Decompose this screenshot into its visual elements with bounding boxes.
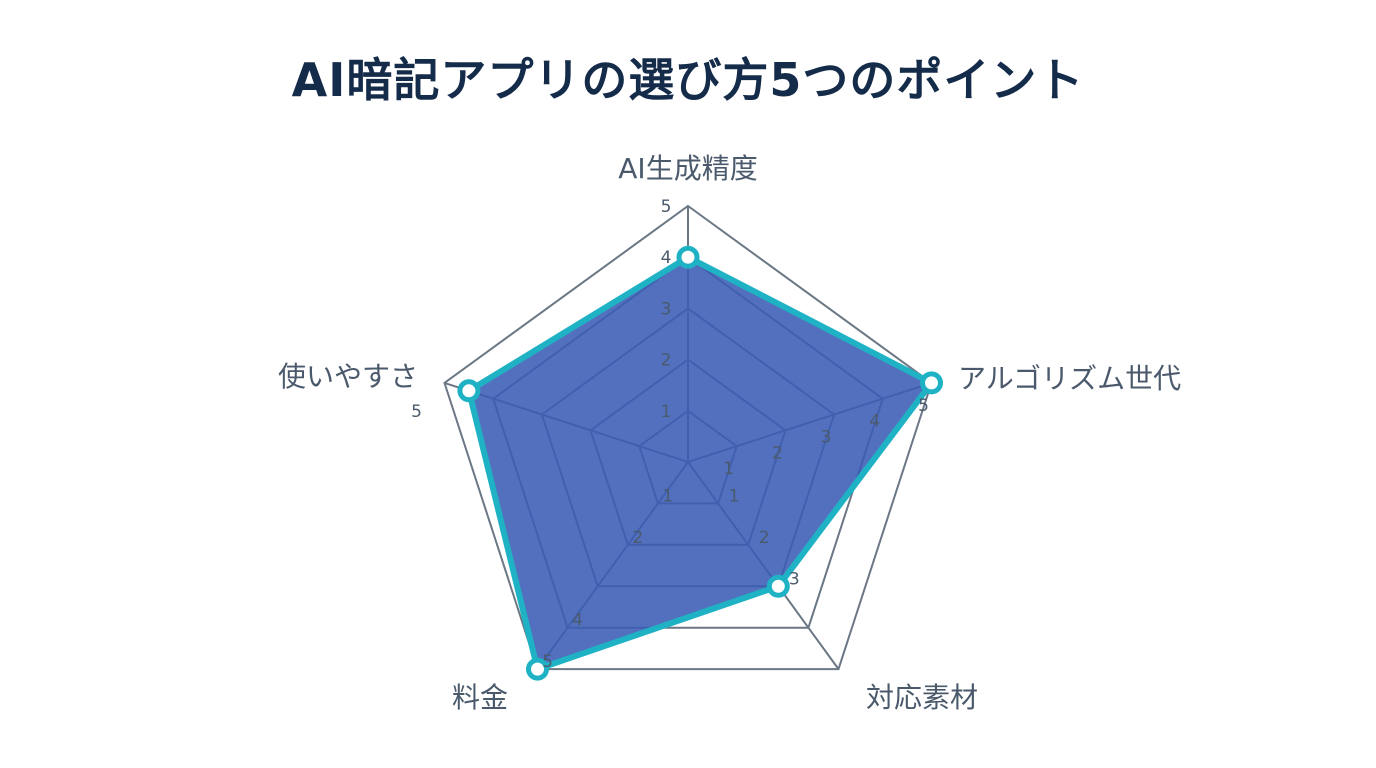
tick-label: 3 xyxy=(789,569,800,589)
data-point-2 xyxy=(920,371,943,395)
data-point-5 xyxy=(457,379,481,403)
tick-label: 4 xyxy=(661,248,672,268)
tick-label: 2 xyxy=(759,528,770,548)
axis-label-3: 対応素材 xyxy=(866,681,978,714)
axis-label-5: 使いやすさ xyxy=(278,360,418,393)
tick-label: 2 xyxy=(661,351,672,371)
tick-label: 2 xyxy=(772,443,783,463)
tick-label: 1 xyxy=(662,486,673,506)
tick-label: 5 xyxy=(411,402,422,422)
data-point-4 xyxy=(526,657,549,681)
tick-label: 1 xyxy=(723,459,734,479)
data-point-3 xyxy=(766,574,790,598)
tick-label: 4 xyxy=(572,611,583,631)
axis-label-2: アルゴリズム世代 xyxy=(958,362,1181,395)
data-point-1 xyxy=(676,245,700,269)
chart-title: AI暗記アプリの選び方5つのポイント xyxy=(291,53,1085,107)
tick-label: 5 xyxy=(661,197,672,217)
radar-tick-labels: 1 2 3 4 5 1 2 3 4 5 1 2 3 1 2 4 5 5 xyxy=(411,197,929,672)
tick-label: 2 xyxy=(632,528,643,548)
tick-label: 3 xyxy=(821,428,832,448)
tick-label: 3 xyxy=(661,299,672,319)
tick-label: 5 xyxy=(918,396,929,416)
tick-label: 5 xyxy=(542,652,553,672)
tick-label: 1 xyxy=(661,402,672,422)
axis-label-1: AI生成精度 xyxy=(618,152,757,185)
tick-label: 4 xyxy=(869,412,880,432)
radar-data-series xyxy=(457,245,943,681)
series-area-1 xyxy=(465,253,937,674)
tick-label: 1 xyxy=(729,486,740,506)
grid-ring-5 xyxy=(443,204,933,671)
axis-label-4: 料金 xyxy=(452,681,508,714)
